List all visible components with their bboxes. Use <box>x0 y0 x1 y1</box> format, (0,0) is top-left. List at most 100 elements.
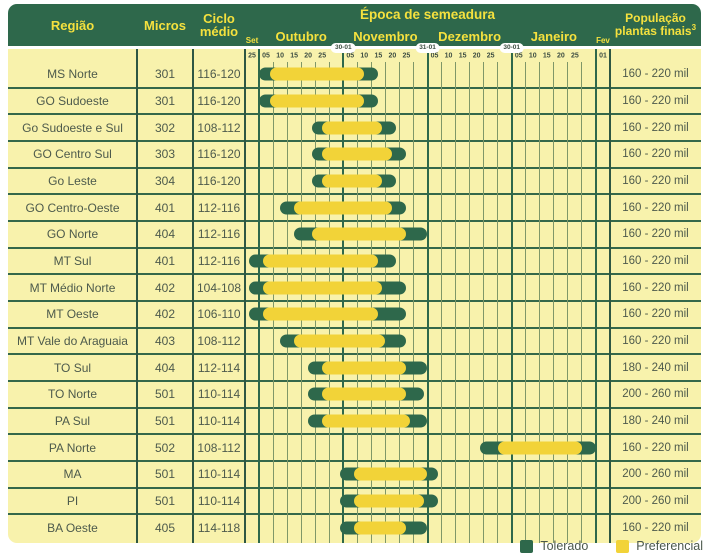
boundary-date-badge: 31-01 <box>415 43 440 53</box>
region-name: MT Oeste <box>46 307 99 322</box>
date-tick: 20 <box>472 52 481 59</box>
month-label: Novembro <box>353 29 418 44</box>
population-range: 160 - 220 mil <box>622 228 689 241</box>
table-row: PA Sul 501 110-114 180 - 240 mil <box>8 409 701 436</box>
sowing-period-chart-cell <box>245 195 610 220</box>
cycle-range: 112-116 <box>197 227 241 242</box>
date-tick: 15 <box>542 52 551 59</box>
col-header-regiao: Região <box>50 17 95 33</box>
sowing-period-chart-cell <box>245 115 610 140</box>
month-labels-row: Set Outubro Novembro Dezembro Janeiro Fev <box>245 4 610 46</box>
micros-value: 302 <box>154 120 176 135</box>
date-tick: 05 <box>430 52 439 59</box>
preferencial-bar <box>269 94 365 108</box>
data-rows: MS Norte 301 116-120 160 - 220 mil GO Su… <box>8 62 701 540</box>
micros-value: 401 <box>154 200 176 215</box>
region-name: MT Vale do Araguaia <box>17 334 128 349</box>
population-range: 160 - 220 mil <box>622 201 689 214</box>
legend: Tolerado Preferencial <box>520 539 703 553</box>
preferencial-bar <box>269 67 365 81</box>
cycle-range: 110-114 <box>197 467 241 482</box>
table-header: Região Micros Ciclo médio Época de semea… <box>8 4 701 46</box>
preferencial-bar <box>322 147 393 161</box>
sowing-period-chart-cell <box>245 382 610 407</box>
preferencial-bar <box>294 201 393 215</box>
preferencial-bar <box>262 254 379 268</box>
date-tick: 10 <box>360 52 369 59</box>
preferencial-bar <box>322 121 382 135</box>
sowing-period-chart-cell <box>245 409 610 434</box>
population-range: 160 - 220 mil <box>622 335 689 348</box>
cycle-range: 116-120 <box>197 174 241 189</box>
sowing-period-chart-cell <box>245 355 610 380</box>
sowing-period-chart-cell <box>245 302 610 327</box>
cycle-range: 112-116 <box>197 200 241 215</box>
date-tick: 25 <box>570 52 579 59</box>
micros-value: 501 <box>154 414 176 429</box>
table-row: GO Centro-Oeste 401 112-116 160 - 220 mi… <box>8 195 701 223</box>
micros-value: 501 <box>154 467 176 482</box>
table-row: BA Oeste 405 114-118 160 - 220 mil <box>8 515 701 540</box>
preferencial-bar <box>322 414 410 428</box>
population-header-line2: plantas finais3 <box>614 23 697 38</box>
preferencial-bar <box>262 307 379 321</box>
cycle-range: 108-112 <box>197 334 241 349</box>
table-row: MT Oeste 402 106-110 160 - 220 mil <box>8 302 701 329</box>
legend-item-pref: Preferencial <box>616 539 703 553</box>
date-tick: 15 <box>374 52 383 59</box>
col-header-micros: Micros <box>144 17 186 33</box>
preferencial-bar <box>353 494 424 508</box>
legend-swatch-pref <box>616 539 630 553</box>
micros-value: 402 <box>154 280 176 295</box>
preferencial-bar <box>322 387 407 401</box>
region-name: Go Leste <box>48 174 97 189</box>
population-range: 160 - 220 mil <box>622 121 689 134</box>
micros-value: 301 <box>154 94 176 108</box>
preferencial-bar <box>262 281 382 295</box>
month-label: Set <box>245 36 259 45</box>
date-tick: 25 <box>248 52 256 59</box>
date-tick: 10 <box>276 52 284 59</box>
date-tick: 20 <box>388 52 397 59</box>
date-tick: 20 <box>556 52 565 59</box>
table-row: GO Centro Sul 303 116-120 160 - 220 mil <box>8 142 701 169</box>
table-row: PI 501 110-114 200 - 260 mil <box>8 489 701 516</box>
preferencial-bar <box>497 441 582 455</box>
date-tick: 25 <box>402 52 411 59</box>
region-name: BA Oeste <box>47 520 98 535</box>
legend-label: Tolerado <box>540 539 589 553</box>
sowing-period-chart-cell <box>245 222 610 247</box>
table-row: MS Norte 301 116-120 160 - 220 mil <box>8 62 701 89</box>
region-name: TO Norte <box>47 387 98 402</box>
month-label: Outubro <box>275 29 327 44</box>
date-tick: 05 <box>346 52 355 59</box>
boundary-date-badge: 30-01 <box>499 43 525 53</box>
table-row: GO Sudoeste 301 116-120 160 - 220 mil <box>8 89 701 116</box>
cycle-range: 108-112 <box>197 120 241 135</box>
date-tick: 10 <box>528 52 537 59</box>
table-row: TO Sul 404 112-114 180 - 240 mil <box>8 355 701 383</box>
preferencial-bar <box>311 227 407 241</box>
cycle-range: 104-108 <box>196 280 242 295</box>
date-tick: 10 <box>444 52 453 59</box>
boundary-date-badge: 30-01 <box>330 43 356 53</box>
micros-value: 401 <box>154 254 176 269</box>
month-label: Fev <box>596 36 610 45</box>
micros-value: 303 <box>154 147 176 162</box>
season-title: Época de semeadura <box>359 7 496 22</box>
micros-value: 301 <box>154 67 176 82</box>
col-header-populacao: População plantas finais3 <box>610 4 701 46</box>
micros-value: 404 <box>154 227 176 242</box>
table-row: Go Leste 304 116-120 160 - 220 mil <box>8 169 701 196</box>
date-tick: 15 <box>290 52 299 59</box>
date-tick: 25 <box>318 52 327 59</box>
region-name: PA Norte <box>48 440 97 455</box>
population-range: 160 - 220 mil <box>622 175 689 188</box>
cycle-range: 116-120 <box>197 147 241 162</box>
sowing-period-chart-cell <box>245 275 610 300</box>
region-name: GO Norte <box>46 227 99 242</box>
region-name: MA <box>63 467 82 482</box>
preferencial-bar <box>353 467 428 481</box>
table-row: GO Norte 404 112-116 160 - 220 mil <box>8 222 701 249</box>
cycle-range: 108-112 <box>197 440 241 455</box>
